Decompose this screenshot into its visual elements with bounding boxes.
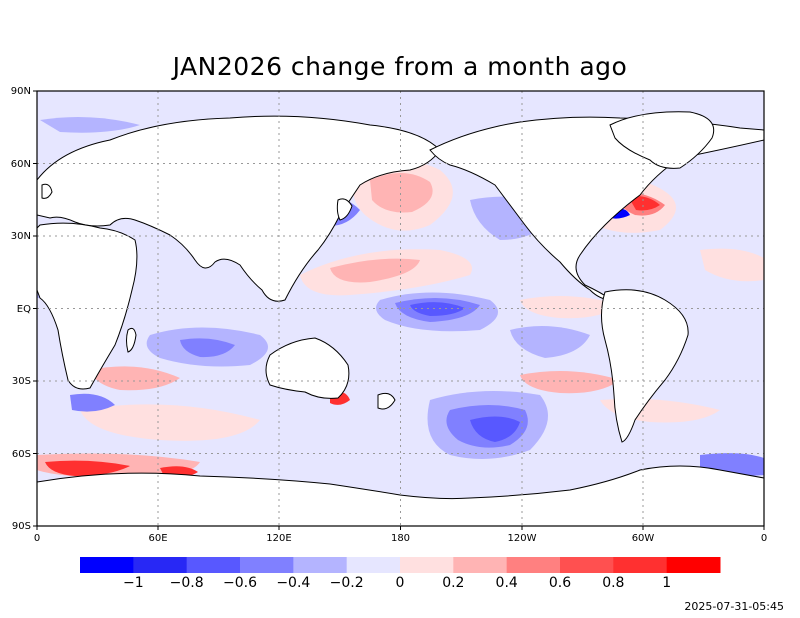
- colorbar-swatch: [506, 557, 561, 573]
- colorbar-labels: −1 −0.8 −0.6 −0.4 −0.2 0 0.2 0.4 0.6 0.8 1: [123, 575, 671, 591]
- south-america: [601, 289, 689, 443]
- land: [37, 111, 764, 526]
- lon-label: 120E: [266, 533, 291, 544]
- colorbar-label: −0.2: [330, 575, 364, 591]
- lon-label: 0: [761, 533, 767, 544]
- colorbar-swatch: [453, 557, 508, 573]
- lat-label: 90S: [12, 521, 31, 532]
- australia: [265, 337, 350, 399]
- madagascar: [126, 327, 137, 353]
- lon-label: 180: [391, 533, 410, 544]
- colorbar-label: 0.2: [442, 575, 464, 591]
- colorbar-label: −0.8: [170, 575, 204, 591]
- gridlines: [37, 91, 764, 526]
- colorbar-label: −1: [123, 575, 144, 591]
- colorbar-label: 0.8: [602, 575, 624, 591]
- colorbar-swatch: [240, 557, 294, 573]
- colorbar-swatch: [186, 557, 241, 573]
- lat-label: 90N: [11, 86, 31, 97]
- lon-labels: 0 60E 120E 180 120W 60W 0: [34, 533, 767, 544]
- new-zealand: [377, 392, 396, 410]
- colorbar-swatch: [80, 557, 134, 573]
- lat-label: EQ: [17, 304, 31, 315]
- colorbar-swatch: [560, 557, 614, 573]
- colorbar-label: 0.6: [549, 575, 571, 591]
- colorbar-swatch: [293, 557, 348, 573]
- lon-label: 60W: [632, 533, 655, 544]
- lat-label: 30N: [11, 231, 31, 242]
- eurasia: [37, 115, 441, 302]
- colorbar-label: −0.6: [223, 575, 257, 591]
- lon-label: 0: [34, 533, 40, 544]
- lat-label: 60N: [11, 159, 31, 170]
- colorbar-swatch: [400, 557, 454, 573]
- japan: [336, 198, 353, 221]
- lon-label: 60E: [148, 533, 167, 544]
- colorbar-label: 0.4: [496, 575, 518, 591]
- negative-anomalies: [37, 116, 764, 476]
- colorbar-swatch: [133, 557, 188, 573]
- lat-label: 30S: [12, 376, 31, 387]
- colorbar-swatch: [666, 557, 721, 573]
- africa: [37, 222, 138, 390]
- colorbar: [80, 557, 721, 573]
- lat-label: 60S: [12, 449, 31, 460]
- antarctica: [37, 465, 764, 526]
- british-isles: [41, 183, 53, 199]
- colorbar-label: −0.4: [276, 575, 310, 591]
- colorbar-label: 0: [396, 575, 405, 591]
- axis-ticks: [33, 90, 765, 530]
- colorbar-swatch: [613, 557, 668, 573]
- map-title: JAN2026 change from a month ago: [172, 52, 628, 81]
- colorbar-label: 1: [662, 575, 671, 591]
- lon-label: 120W: [508, 533, 537, 544]
- timestamp: 2025-07-31-05:45: [684, 600, 784, 613]
- lat-labels: 90N 60N 30N EQ 30S 60S 90S: [11, 86, 31, 532]
- colorbar-swatch: [346, 557, 401, 573]
